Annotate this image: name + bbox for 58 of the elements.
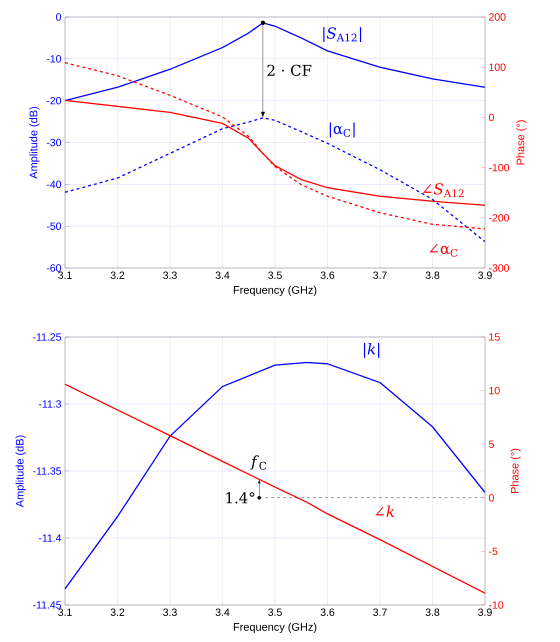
x-tick-label: 3.5	[268, 272, 282, 279]
y-axis-title: Amplitude (dB)	[16, 435, 26, 508]
x-tick-label: 3.6	[320, 272, 334, 279]
y-tick-label: -40	[46, 180, 62, 188]
y2-tick-label: 0	[488, 114, 494, 122]
x-tick-label: 3.7	[373, 272, 387, 279]
y-tick-label: -11.4	[38, 534, 62, 542]
series-label: |k|	[364, 342, 380, 358]
y-tick-label: -50	[46, 222, 62, 230]
y-tick-label: 0	[56, 13, 62, 21]
y2-tick-label: -100	[488, 164, 510, 172]
y2-tick-label: 100	[489, 64, 506, 71]
y2-tick-label: 0	[488, 494, 494, 502]
y2-tick-label: 200	[489, 13, 506, 21]
y2-tick-label: 15	[489, 333, 500, 341]
x-tick-label: 3.1	[58, 272, 72, 279]
series-label: ∠k	[375, 506, 394, 517]
y2-tick-label: -10	[488, 601, 504, 609]
y2-tick-label: -300	[488, 264, 510, 272]
x-tick-label: 3.1	[58, 608, 72, 616]
y-tick-label: -60	[46, 264, 62, 272]
y-tick-label: -11.25	[33, 333, 62, 341]
y2-tick-label: 5	[488, 440, 494, 448]
annotation: f$_{C}$	[250, 455, 266, 470]
y2-tick-label: 10	[489, 386, 500, 394]
x-tick-label: 3.9	[478, 608, 492, 616]
y-tick-label: -11.45	[33, 601, 62, 609]
x-tick-label: 3.6	[320, 608, 334, 616]
y-tick-label: -11.3	[38, 400, 62, 408]
y-tick-label: -30	[46, 138, 62, 146]
series-label: ∠α$_{C}$	[430, 244, 458, 257]
x-tick-label: 3.2	[110, 608, 124, 616]
x-tick-label: 3.8	[426, 608, 440, 616]
x-axis-title: Frequency (GHz)	[234, 286, 316, 296]
x-tick-label: 3.9	[478, 272, 492, 279]
x-axis-title: Frequency (GHz)	[234, 622, 316, 633]
x-tick-label: 3.7	[373, 608, 387, 616]
x-tick-label: 3.5	[268, 608, 282, 616]
y2-axis-title: Phase (°)	[510, 448, 521, 493]
y-tick-label: -20	[46, 96, 62, 104]
y-tick-label: -11.35	[33, 467, 62, 475]
series-label: |α$_{C}$|	[330, 122, 355, 138]
series-label: |S$_{A12}$|	[323, 27, 362, 42]
x-tick-label: 3.3	[163, 608, 177, 616]
y-tick-label: -10	[46, 55, 62, 63]
line-series	[64, 62, 486, 230]
x-tick-label: 3.8	[426, 272, 440, 279]
series-label: ∠S$_{A12}$	[423, 183, 464, 198]
x-tick-label: 3.4	[216, 608, 230, 616]
x-tick-label: 3.3	[163, 272, 177, 279]
x-tick-label: 3.2	[110, 272, 124, 279]
annotation: 1.4°	[226, 492, 254, 504]
annotation: 2 · CF	[267, 64, 312, 76]
x-tick-label: 3.4	[216, 272, 230, 279]
y-axis-title: Amplitude (dB)	[29, 106, 40, 179]
y2-axis-title: Phase (°)	[516, 120, 527, 164]
y2-tick-label: -200	[488, 214, 510, 222]
y2-tick-label: -5	[488, 548, 498, 556]
